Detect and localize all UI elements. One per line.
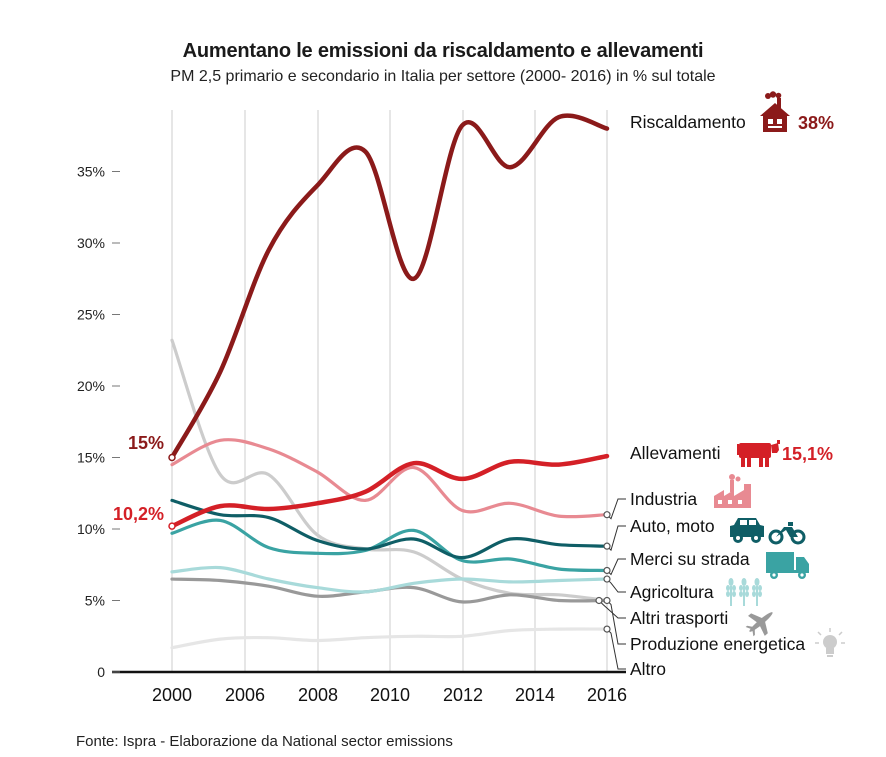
factory-icon	[714, 474, 751, 508]
y-tick-label: 35%	[77, 164, 105, 180]
series-line-industria	[170, 438, 609, 519]
x-axis-labels: 2000 2006 2008 2010 2012 2014 2016	[152, 685, 627, 705]
x-tick-label: 2008	[298, 685, 338, 705]
x-tick-label: 2012	[443, 685, 483, 705]
wheat-icon	[726, 578, 762, 606]
source-note: Fonte: Ispra - Elaborazione da National …	[76, 733, 453, 750]
y-tick-label: 5%	[85, 593, 105, 609]
series-label: Auto, moto	[630, 516, 715, 536]
series-line-agricoltura	[170, 565, 609, 594]
series-label: Riscaldamento	[630, 112, 746, 132]
plane-icon	[745, 612, 773, 637]
start-annotation: 15%	[128, 433, 164, 453]
series-line-riscaldamento	[169, 113, 610, 460]
house-icon	[760, 91, 790, 132]
x-tick-label: 2016	[587, 685, 627, 705]
end-marker	[603, 566, 611, 575]
bulb-icon	[815, 628, 845, 657]
series-label: Agricoltura	[630, 582, 714, 602]
series-icons	[714, 91, 845, 657]
leader-line	[606, 600, 626, 645]
series-line-auto-moto	[170, 498, 609, 560]
series-label: Produzione energetica	[630, 634, 805, 654]
leader-lines	[595, 498, 626, 670]
series-end-value: 15,1%	[782, 444, 833, 464]
x-tick-label: 2000	[152, 685, 192, 705]
series-end-value: 38%	[798, 113, 834, 133]
x-tick-label: 2010	[370, 685, 410, 705]
series-label: Merci su strada	[630, 549, 750, 569]
series-label: Industria	[630, 489, 697, 509]
start-annotation: 10,2%	[113, 504, 164, 524]
x-tick-label: 2006	[225, 685, 265, 705]
start-marker	[168, 453, 176, 462]
end-marker	[603, 511, 611, 519]
y-tick-label: 15%	[77, 450, 105, 466]
series-line-merci-su-strada	[170, 518, 609, 573]
chart-subtitle: PM 2,5 primario e secondario in Italia p…	[170, 68, 716, 85]
y-tick-label: 20%	[77, 378, 105, 394]
series-line-altro	[170, 627, 609, 650]
cow-icon	[737, 440, 780, 467]
y-axis-labels: 0 5% 10% 15% 20% 25% 30% 35%	[77, 164, 120, 680]
y-tick-label: 10%	[77, 521, 105, 537]
start-marker	[168, 522, 176, 530]
x-tick-label: 2014	[515, 685, 555, 705]
end-marker	[595, 596, 603, 605]
series-line-allevamenti	[169, 453, 610, 529]
car-moto-icon	[730, 518, 806, 545]
end-marker	[603, 542, 611, 550]
y-tick-label: 0	[97, 664, 105, 680]
series-labels: Riscaldamento 38% Allevamenti 15,1% Industri…	[113, 112, 834, 679]
truck-icon	[766, 552, 809, 579]
series-lines	[168, 113, 610, 650]
y-tick-label: 25%	[77, 307, 105, 323]
end-marker	[603, 596, 611, 605]
y-tick-label: 30%	[77, 235, 105, 251]
series-label: Allevamenti	[630, 443, 720, 463]
series-label: Altro	[630, 659, 666, 679]
series-label: Altri trasporti	[630, 608, 728, 628]
end-marker	[603, 575, 611, 583]
chart-title: Aumentano le emissioni da riscaldamento …	[182, 40, 704, 62]
end-marker	[603, 625, 611, 633]
